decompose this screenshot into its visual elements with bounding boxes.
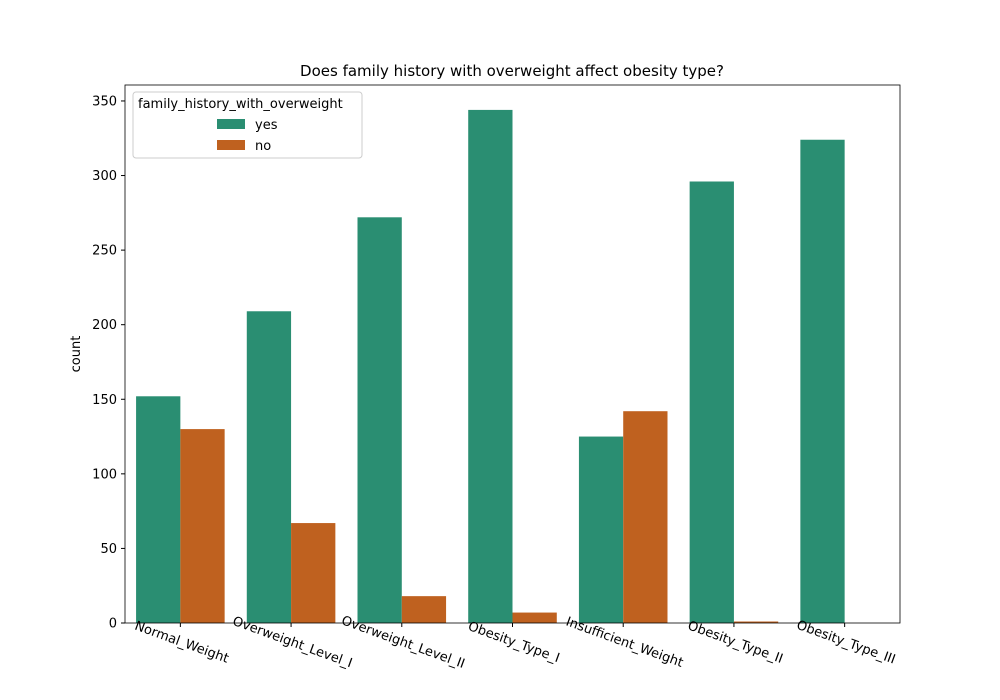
bar	[733, 621, 779, 623]
x-tick-label: Obesity_Type_III	[794, 618, 897, 668]
bar	[689, 181, 734, 623]
bar	[180, 429, 225, 623]
y-tick-label: 200	[92, 318, 117, 333]
x-tick-label: Obesity_Type_II	[685, 619, 784, 667]
y-tick-label: 50	[100, 542, 117, 557]
legend-swatch	[217, 140, 245, 150]
y-tick-label: 300	[92, 169, 117, 184]
bar	[468, 109, 513, 623]
y-tick-label: 100	[92, 467, 117, 482]
legend-box	[132, 91, 363, 159]
plot-frame	[124, 84, 901, 624]
bar	[623, 411, 668, 623]
legend-swatch	[217, 119, 245, 129]
bar	[357, 217, 402, 623]
y-tick-label: 150	[92, 393, 117, 408]
y-tick-label: 250	[92, 244, 117, 259]
x-tick-label: Obesity_Type_I	[466, 619, 562, 666]
y-tick-label: 350	[92, 94, 117, 109]
legend-label: yes	[255, 118, 278, 133]
x-tick-label: Normal_Weight	[133, 619, 231, 667]
bar	[578, 436, 624, 623]
bar	[800, 139, 845, 623]
bar	[136, 396, 181, 623]
bar	[512, 612, 557, 623]
legend-title: family_history_with_overweight	[138, 97, 343, 112]
legend-label: no	[255, 139, 271, 154]
bar	[246, 311, 292, 623]
y-tick-label: 0	[109, 617, 117, 632]
bar	[291, 523, 336, 623]
chart-title: Does family history with overweight affe…	[300, 62, 724, 80]
y-axis-label: count	[69, 336, 84, 373]
bar	[401, 596, 447, 623]
